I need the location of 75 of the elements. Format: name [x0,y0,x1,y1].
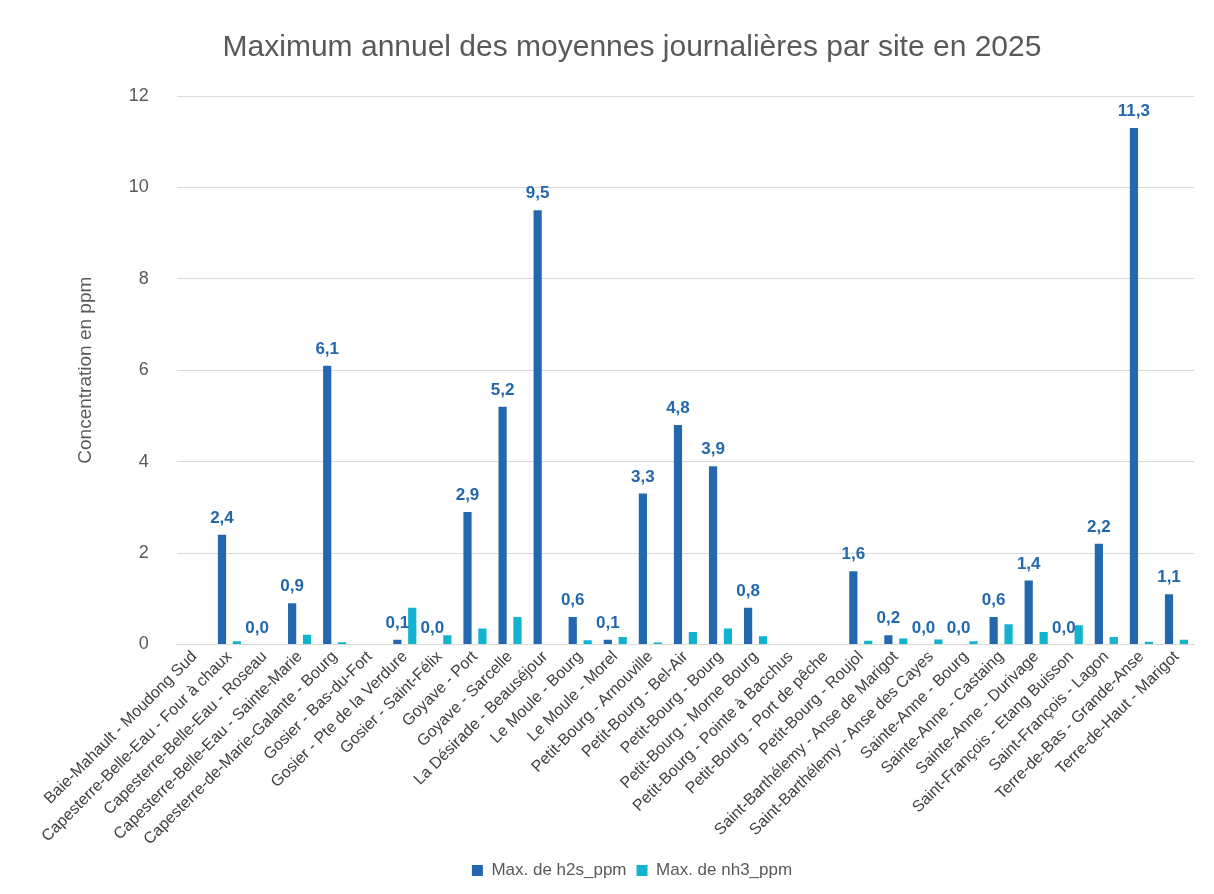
bar [443,635,452,644]
data-label: 0,0 [911,617,936,637]
bar [533,210,542,644]
bar [1039,632,1048,644]
bar [688,632,697,644]
data-label: 0,2 [876,608,901,628]
y-tick-label: 10 [128,176,149,197]
bar [1094,543,1103,644]
data-label: 2,4 [210,507,235,527]
data-label: 0,0 [245,617,269,637]
bar [463,511,472,644]
bar [723,628,733,644]
bar [989,616,998,644]
data-label: 1,4 [1016,553,1042,573]
legend-label: Max. de nh3_ppm [656,860,793,880]
data-label: 1,6 [841,544,866,564]
data-label: 0,0 [1051,617,1076,637]
bar [1004,624,1013,644]
bar [1074,625,1083,644]
bar [934,639,943,644]
data-label: 5,2 [490,379,515,399]
bar [618,637,627,644]
data-label: 0,6 [981,590,1006,610]
y-tick-label: 4 [138,450,149,471]
data-label: 0,6 [560,590,585,610]
bar [498,406,507,644]
y-axis-title: Concentration en ppm [73,276,95,464]
data-label: 6,1 [315,338,340,358]
bar [302,634,312,644]
bar [638,493,647,644]
data-label: 2,2 [1087,517,1111,537]
y-tick-label: 2 [138,541,149,562]
y-tick-label: 0 [138,633,149,654]
bar [323,365,332,644]
bar [899,638,908,644]
data-label: 9,5 [525,183,550,203]
bar [849,571,858,644]
bar [864,640,873,644]
bar [1109,637,1118,644]
bar [969,641,978,644]
data-label: 3,3 [631,466,655,486]
bar [603,639,612,644]
data-label: 0,1 [595,613,620,633]
bar [884,635,893,644]
bar [288,603,297,644]
bar [393,639,402,644]
data-label: 1,1 [1157,567,1181,587]
y-tick-label: 12 [128,84,149,105]
data-label: 0,9 [280,576,304,596]
bar [744,607,753,644]
bar [1024,580,1033,644]
data-label: 3,9 [701,439,725,459]
bar [583,640,592,644]
y-tick-label: 6 [138,359,149,380]
data-label: 2,9 [455,485,480,505]
bar [673,425,683,644]
bar [568,616,577,644]
data-label: 0,8 [736,581,760,601]
bar [478,628,487,644]
y-tick-label: 8 [138,267,149,288]
data-label: 0,0 [946,617,971,637]
bar [1129,127,1139,644]
data-label: 4,8 [666,398,690,418]
data-label: 11,3 [1117,101,1151,121]
bar [408,607,417,644]
bar [1164,594,1174,644]
bar [758,636,768,644]
bar [217,534,227,644]
chart-title: Maximum annuel des moyennes journalières par site en 2025 [222,29,1042,63]
bar [1179,639,1189,644]
legend-label: Max. de h2s_ppm [491,860,627,880]
bar [513,616,522,644]
data-label: 0,0 [420,617,445,637]
bar [232,641,241,644]
bar [708,466,718,644]
